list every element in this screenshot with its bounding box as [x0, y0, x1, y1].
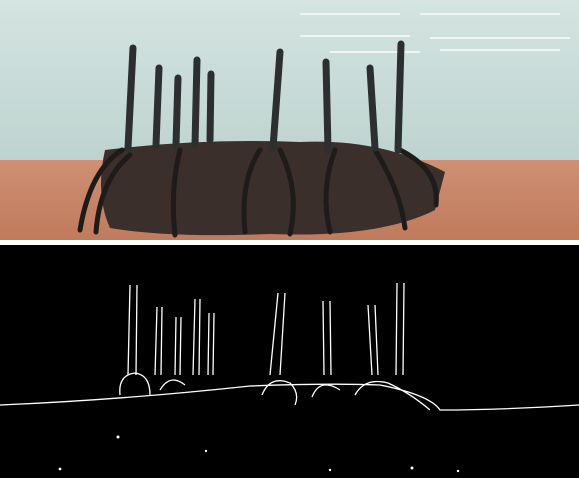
roots	[77, 147, 439, 238]
water-region	[0, 0, 579, 160]
root-mass	[101, 141, 445, 236]
ceiling-light-reflections	[300, 13, 570, 53]
edge-lines	[0, 282, 579, 411]
plant-stems	[124, 40, 405, 154]
photo-drawing	[0, 0, 579, 240]
edge-map-drawing	[0, 282, 579, 473]
edge-map-panel	[0, 245, 579, 478]
edge-speckles	[58, 435, 460, 473]
photo-panel	[0, 0, 579, 240]
